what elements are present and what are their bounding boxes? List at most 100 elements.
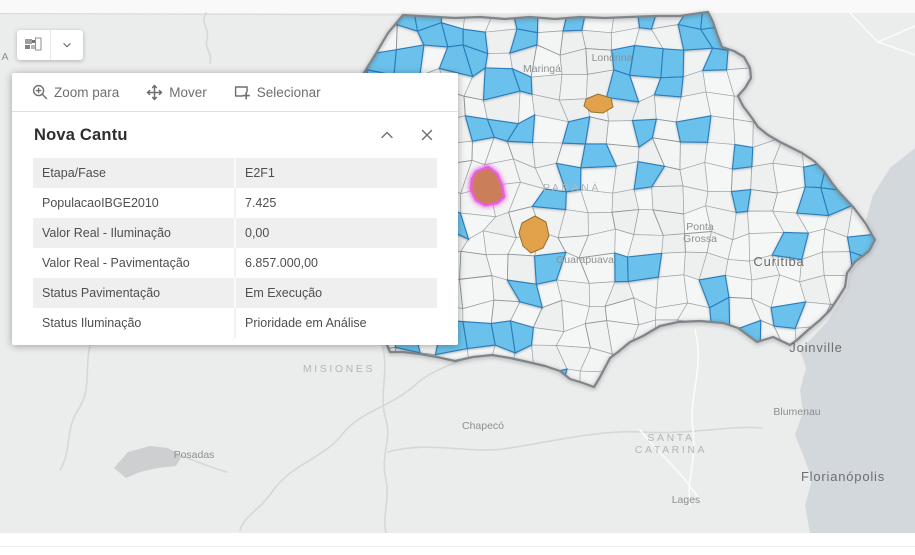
highlighted-municipality[interactable] bbox=[555, 162, 582, 193]
popup-toolbar: Zoom para Mover Selecionar bbox=[12, 73, 458, 112]
north-region bbox=[0, 0, 915, 13]
attribute-table: Etapa/Fase E2F1 PopulacaoIBGE2010 7.425 Valo… bbox=[33, 158, 437, 338]
map-label: Florianópolis bbox=[801, 469, 885, 484]
highlighted-municipality[interactable] bbox=[675, 115, 712, 143]
highlighted-municipality[interactable] bbox=[770, 301, 807, 329]
municipality[interactable] bbox=[651, 185, 685, 215]
status-orange-municipalities bbox=[518, 93, 614, 254]
rectangle-plus-icon bbox=[234, 85, 250, 99]
highlighted-municipality[interactable] bbox=[580, 143, 618, 169]
highlighted-municipality[interactable] bbox=[511, 67, 533, 95]
municipality[interactable] bbox=[484, 52, 513, 70]
water-body bbox=[114, 446, 182, 478]
municipality[interactable] bbox=[707, 115, 736, 145]
river bbox=[59, 329, 97, 471]
status-orange-municipality[interactable] bbox=[583, 93, 614, 114]
collapse-button[interactable] bbox=[378, 126, 396, 144]
basemap-thumbnail-icon bbox=[25, 37, 42, 51]
highlighted-municipality[interactable] bbox=[771, 231, 810, 261]
municipality[interactable] bbox=[506, 253, 537, 285]
zoom-to-button[interactable]: Zoom para bbox=[32, 84, 119, 100]
selected-municipality-nova-cantu[interactable] bbox=[469, 165, 506, 207]
highlighted-municipality[interactable] bbox=[627, 252, 663, 283]
road bbox=[639, 429, 701, 501]
municipality[interactable] bbox=[657, 251, 686, 278]
highlighted-municipality[interactable] bbox=[509, 320, 534, 354]
attribute-row: Valor Real - Iluminação 0,00 bbox=[33, 218, 437, 248]
map-label: Blumenau bbox=[773, 406, 820, 418]
highlighted-municipality[interactable] bbox=[533, 251, 567, 285]
attribute-label: Status Pavimentação bbox=[42, 286, 161, 300]
map-label: Posadas bbox=[174, 449, 215, 461]
municipality[interactable] bbox=[581, 29, 612, 51]
map-label: Curitiba bbox=[753, 254, 804, 269]
highlighted-municipality[interactable] bbox=[631, 118, 657, 148]
map-label: Londrina bbox=[592, 52, 633, 64]
municipality[interactable] bbox=[558, 74, 588, 101]
river bbox=[181, 455, 228, 473]
attribute-row: Etapa/Fase E2F1 bbox=[33, 158, 437, 188]
municipality[interactable] bbox=[655, 274, 688, 309]
highlighted-municipality[interactable] bbox=[509, 28, 539, 54]
popup-header: Nova Cantu bbox=[12, 112, 458, 158]
map-label: Maringá bbox=[523, 63, 561, 75]
highlighted-municipality[interactable] bbox=[701, 47, 729, 72]
municipality[interactable] bbox=[730, 166, 753, 193]
roads bbox=[639, 12, 915, 506]
highlighted-municipality[interactable] bbox=[731, 143, 754, 170]
chevron-up-icon bbox=[381, 131, 393, 139]
highlighted-municipality[interactable] bbox=[628, 44, 664, 79]
move-button[interactable]: Mover bbox=[146, 84, 207, 101]
attribute-value: Em Execução bbox=[234, 278, 437, 308]
attribute-label: PopulacaoIBGE2010 bbox=[42, 196, 159, 210]
zoom-to-label: Zoom para bbox=[54, 84, 120, 100]
highlighted-municipality[interactable] bbox=[660, 48, 685, 79]
river bbox=[239, 331, 513, 531]
attribute-label: Valor Real - Pavimentação bbox=[42, 256, 190, 270]
municipality[interactable] bbox=[746, 189, 779, 212]
highlighted-municipality[interactable] bbox=[605, 69, 640, 103]
rivers bbox=[59, 12, 763, 533]
map-label: MISIONES bbox=[303, 363, 375, 375]
map-label: Ponta bbox=[686, 221, 714, 233]
road bbox=[877, 25, 915, 43]
map-label: PARANÁ bbox=[543, 181, 601, 194]
highlighted-municipality[interactable] bbox=[633, 161, 666, 190]
attribute-value: E2F1 bbox=[234, 158, 437, 188]
road bbox=[688, 329, 699, 506]
move-arrows-icon bbox=[147, 84, 163, 100]
map-label: Guarapuava bbox=[556, 254, 614, 266]
page-divider bbox=[0, 546, 915, 547]
river bbox=[203, 12, 212, 64]
chevron-down-icon bbox=[63, 43, 71, 48]
highlighted-municipality[interactable] bbox=[614, 252, 629, 283]
highlighted-municipality[interactable] bbox=[393, 44, 425, 77]
attribute-value: 7.425 bbox=[234, 188, 437, 218]
highlighted-municipality[interactable] bbox=[730, 188, 752, 214]
map-label: Chapecó bbox=[462, 420, 504, 432]
municipality[interactable] bbox=[733, 118, 754, 148]
highlighted-municipality[interactable] bbox=[653, 76, 684, 98]
attribute-value: Prioridade em Análise bbox=[234, 308, 437, 338]
highlighted-municipality[interactable] bbox=[462, 320, 496, 350]
move-label: Mover bbox=[169, 84, 207, 100]
highlighted-municipality[interactable] bbox=[506, 113, 536, 144]
map-label: A bbox=[1, 51, 8, 63]
select-button[interactable]: Selecionar bbox=[234, 84, 321, 101]
close-button[interactable] bbox=[418, 126, 436, 144]
status-orange-municipality[interactable] bbox=[518, 215, 550, 254]
river bbox=[387, 426, 763, 453]
attribute-value: 0,00 bbox=[234, 218, 437, 248]
highlighted-municipality[interactable] bbox=[531, 188, 567, 211]
highlighted-municipality[interactable] bbox=[506, 279, 544, 309]
map-label: SANTA bbox=[647, 432, 694, 444]
municipality[interactable] bbox=[661, 233, 686, 254]
basemap-widget-button[interactable] bbox=[17, 30, 50, 60]
map-label: Grossa bbox=[683, 233, 717, 245]
widget-expand-button[interactable] bbox=[49, 30, 84, 60]
parana-state-border bbox=[351, 10, 877, 389]
attribute-value: 6.857.000,00 bbox=[234, 248, 437, 278]
sea bbox=[795, 148, 915, 533]
magnifier-plus-icon bbox=[32, 84, 48, 100]
